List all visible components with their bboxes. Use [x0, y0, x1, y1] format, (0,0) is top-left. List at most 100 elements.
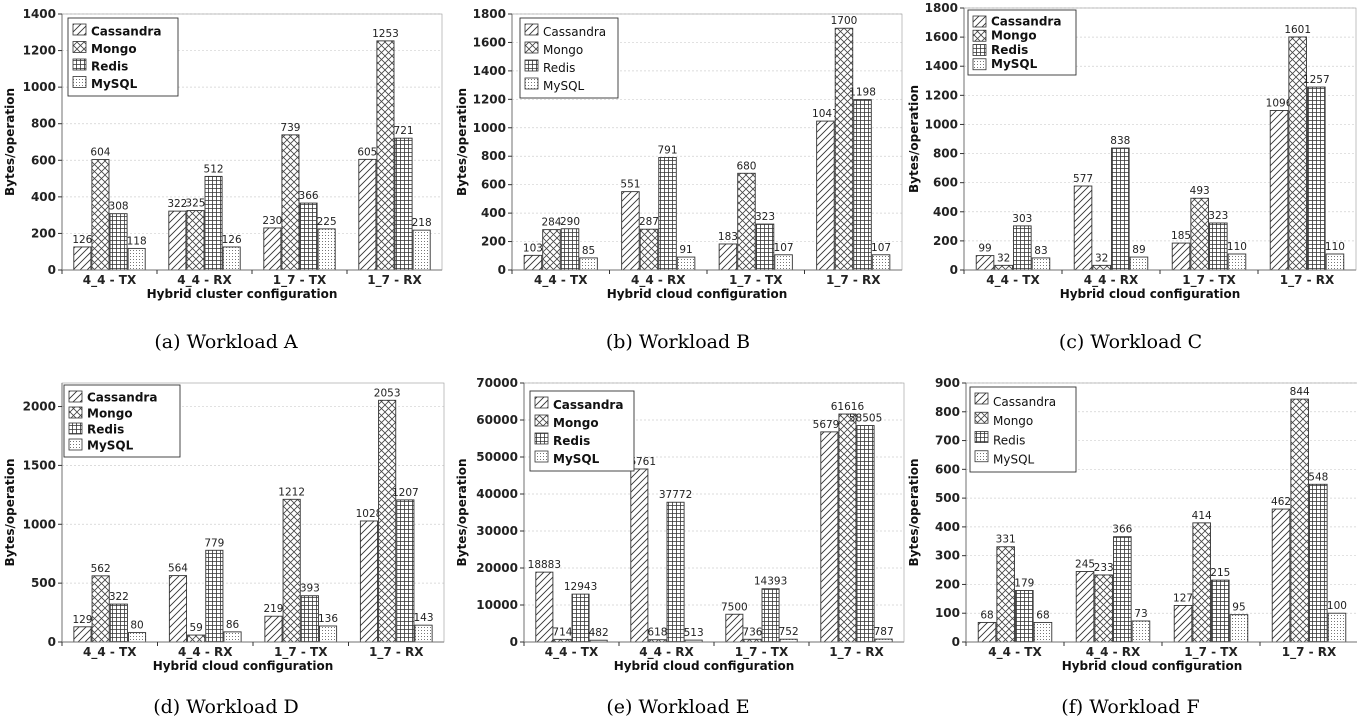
- bar-redis-2: [755, 223, 775, 271]
- y-tick-label: 200: [481, 235, 506, 249]
- data-label: 129: [72, 614, 92, 626]
- y-tick-label: 20000: [476, 561, 518, 575]
- y-tick-label: 200: [31, 226, 56, 240]
- data-label: 126: [222, 234, 242, 246]
- bar-redis-1: [204, 175, 223, 271]
- legend-label-mysql: MySQL: [91, 77, 138, 91]
- chart-caption: (c) Workload C: [904, 331, 1357, 353]
- caption-text: Workload F: [1089, 696, 1200, 718]
- data-label: 714: [552, 626, 572, 638]
- data-label: 462: [1271, 496, 1291, 508]
- y-tick-label: 1000: [23, 517, 56, 531]
- caption-letter: (f): [1061, 696, 1090, 718]
- legend-swatch-mongo: [534, 414, 549, 427]
- bar-cassandra-1: [621, 191, 640, 271]
- bar-cassandra-0: [975, 255, 995, 271]
- y-tick-label: 400: [31, 190, 56, 204]
- x-tick-label: 4_4 - TX: [83, 273, 137, 288]
- bar-redis-1: [658, 157, 677, 271]
- data-label: 143: [414, 612, 434, 624]
- data-label: 1253: [372, 28, 399, 40]
- data-label: 127: [1173, 592, 1193, 604]
- data-label: 230: [262, 215, 282, 227]
- legend-swatch-redis: [534, 432, 549, 445]
- data-label: 605: [357, 146, 377, 158]
- bar-mysql-3: [1325, 253, 1345, 271]
- y-tick-label: 30000: [476, 524, 518, 538]
- bar-mysql-3: [871, 254, 891, 271]
- data-label: 513: [684, 627, 704, 639]
- bar-cassandra-1: [1075, 571, 1095, 643]
- y-tick-label: 70000: [476, 376, 518, 390]
- x-tick-label: 4_4 - TX: [986, 273, 1040, 288]
- bar-mongo-2: [737, 172, 756, 271]
- bar-redis-3: [396, 499, 415, 643]
- data-label: 721: [394, 125, 414, 137]
- y-axis-label: Bytes/operation: [455, 88, 469, 196]
- y-tick-label: 1600: [925, 30, 958, 44]
- bar-cassandra-0: [523, 254, 543, 271]
- legend-swatch-redis: [68, 422, 83, 435]
- data-label: 331: [996, 534, 1016, 546]
- data-label: 118: [127, 235, 147, 247]
- data-label: 493: [1190, 185, 1210, 197]
- data-label: 393: [300, 583, 320, 595]
- x-axis-label: Hybrid cluster configuration: [147, 287, 338, 301]
- data-label: 752: [779, 626, 799, 638]
- bar-cassandra-1: [1073, 185, 1093, 271]
- y-tick-label: 1800: [925, 1, 958, 15]
- x-axis-label: Hybrid cloud configuration: [153, 659, 334, 673]
- bar-mongo-3: [834, 27, 854, 271]
- data-label: 325: [185, 198, 205, 210]
- legend-swatch-mongo: [68, 406, 83, 419]
- bar-mysql-3: [414, 624, 433, 643]
- data-label: 548: [1308, 471, 1328, 483]
- bar-redis-3: [856, 425, 875, 643]
- bar-mysql-0: [127, 247, 146, 271]
- bar-cassandra-2: [725, 613, 744, 643]
- data-label: 7500: [721, 601, 748, 613]
- data-label: 564: [168, 563, 188, 575]
- bar-mongo-1: [186, 210, 205, 271]
- y-tick-label: 1200: [23, 44, 56, 58]
- bar-cassandra-1: [168, 575, 188, 643]
- legend-swatch-redis: [972, 44, 987, 56]
- data-label: 1601: [1284, 24, 1311, 36]
- legend-swatch-mysql: [524, 77, 539, 90]
- x-tick-label: 1_7 - RX: [369, 645, 424, 660]
- legend-label-redis: Redis: [991, 43, 1028, 57]
- data-label: 59: [189, 622, 202, 634]
- bar-mongo-0: [542, 229, 561, 271]
- data-label: 1096: [1266, 97, 1293, 109]
- bar-mysql-0: [579, 257, 598, 271]
- data-label: 85: [582, 245, 595, 257]
- y-tick-label: 0: [48, 263, 56, 277]
- bar-mongo-1: [1094, 574, 1113, 643]
- data-label: 284: [541, 217, 561, 229]
- bar-mongo-0: [994, 264, 1013, 271]
- bar-redis-2: [299, 202, 318, 271]
- data-label: 14393: [754, 576, 787, 588]
- chart-caption: (e) Workload E: [452, 696, 904, 718]
- y-tick-label: 500: [31, 576, 56, 590]
- x-axis-label: Hybrid cloud configuration: [614, 659, 795, 673]
- bar-mongo-3: [1290, 398, 1309, 643]
- y-tick-label: 500: [935, 491, 960, 505]
- bar-mysql-1: [1129, 256, 1149, 271]
- legend-label-mongo: Mongo: [991, 29, 1037, 43]
- x-tick-label: 4_4 - RX: [1086, 645, 1141, 660]
- data-label: 322: [109, 591, 129, 603]
- legend-label-mongo: Mongo: [543, 43, 583, 57]
- bar-redis-0: [109, 603, 128, 643]
- y-tick-label: 10000: [476, 598, 518, 612]
- legend-label-mysql: MySQL: [553, 452, 600, 466]
- y-tick-label: 300: [935, 549, 960, 563]
- bar-mongo-2: [281, 134, 300, 271]
- data-label: 482: [589, 627, 609, 639]
- x-tick-label: 1_7 - RX: [1280, 273, 1335, 288]
- y-tick-label: 600: [31, 153, 56, 167]
- data-label: 366: [299, 190, 319, 202]
- data-label: 680: [736, 160, 756, 172]
- data-label: 787: [874, 626, 894, 638]
- bar-mysql-1: [223, 631, 242, 643]
